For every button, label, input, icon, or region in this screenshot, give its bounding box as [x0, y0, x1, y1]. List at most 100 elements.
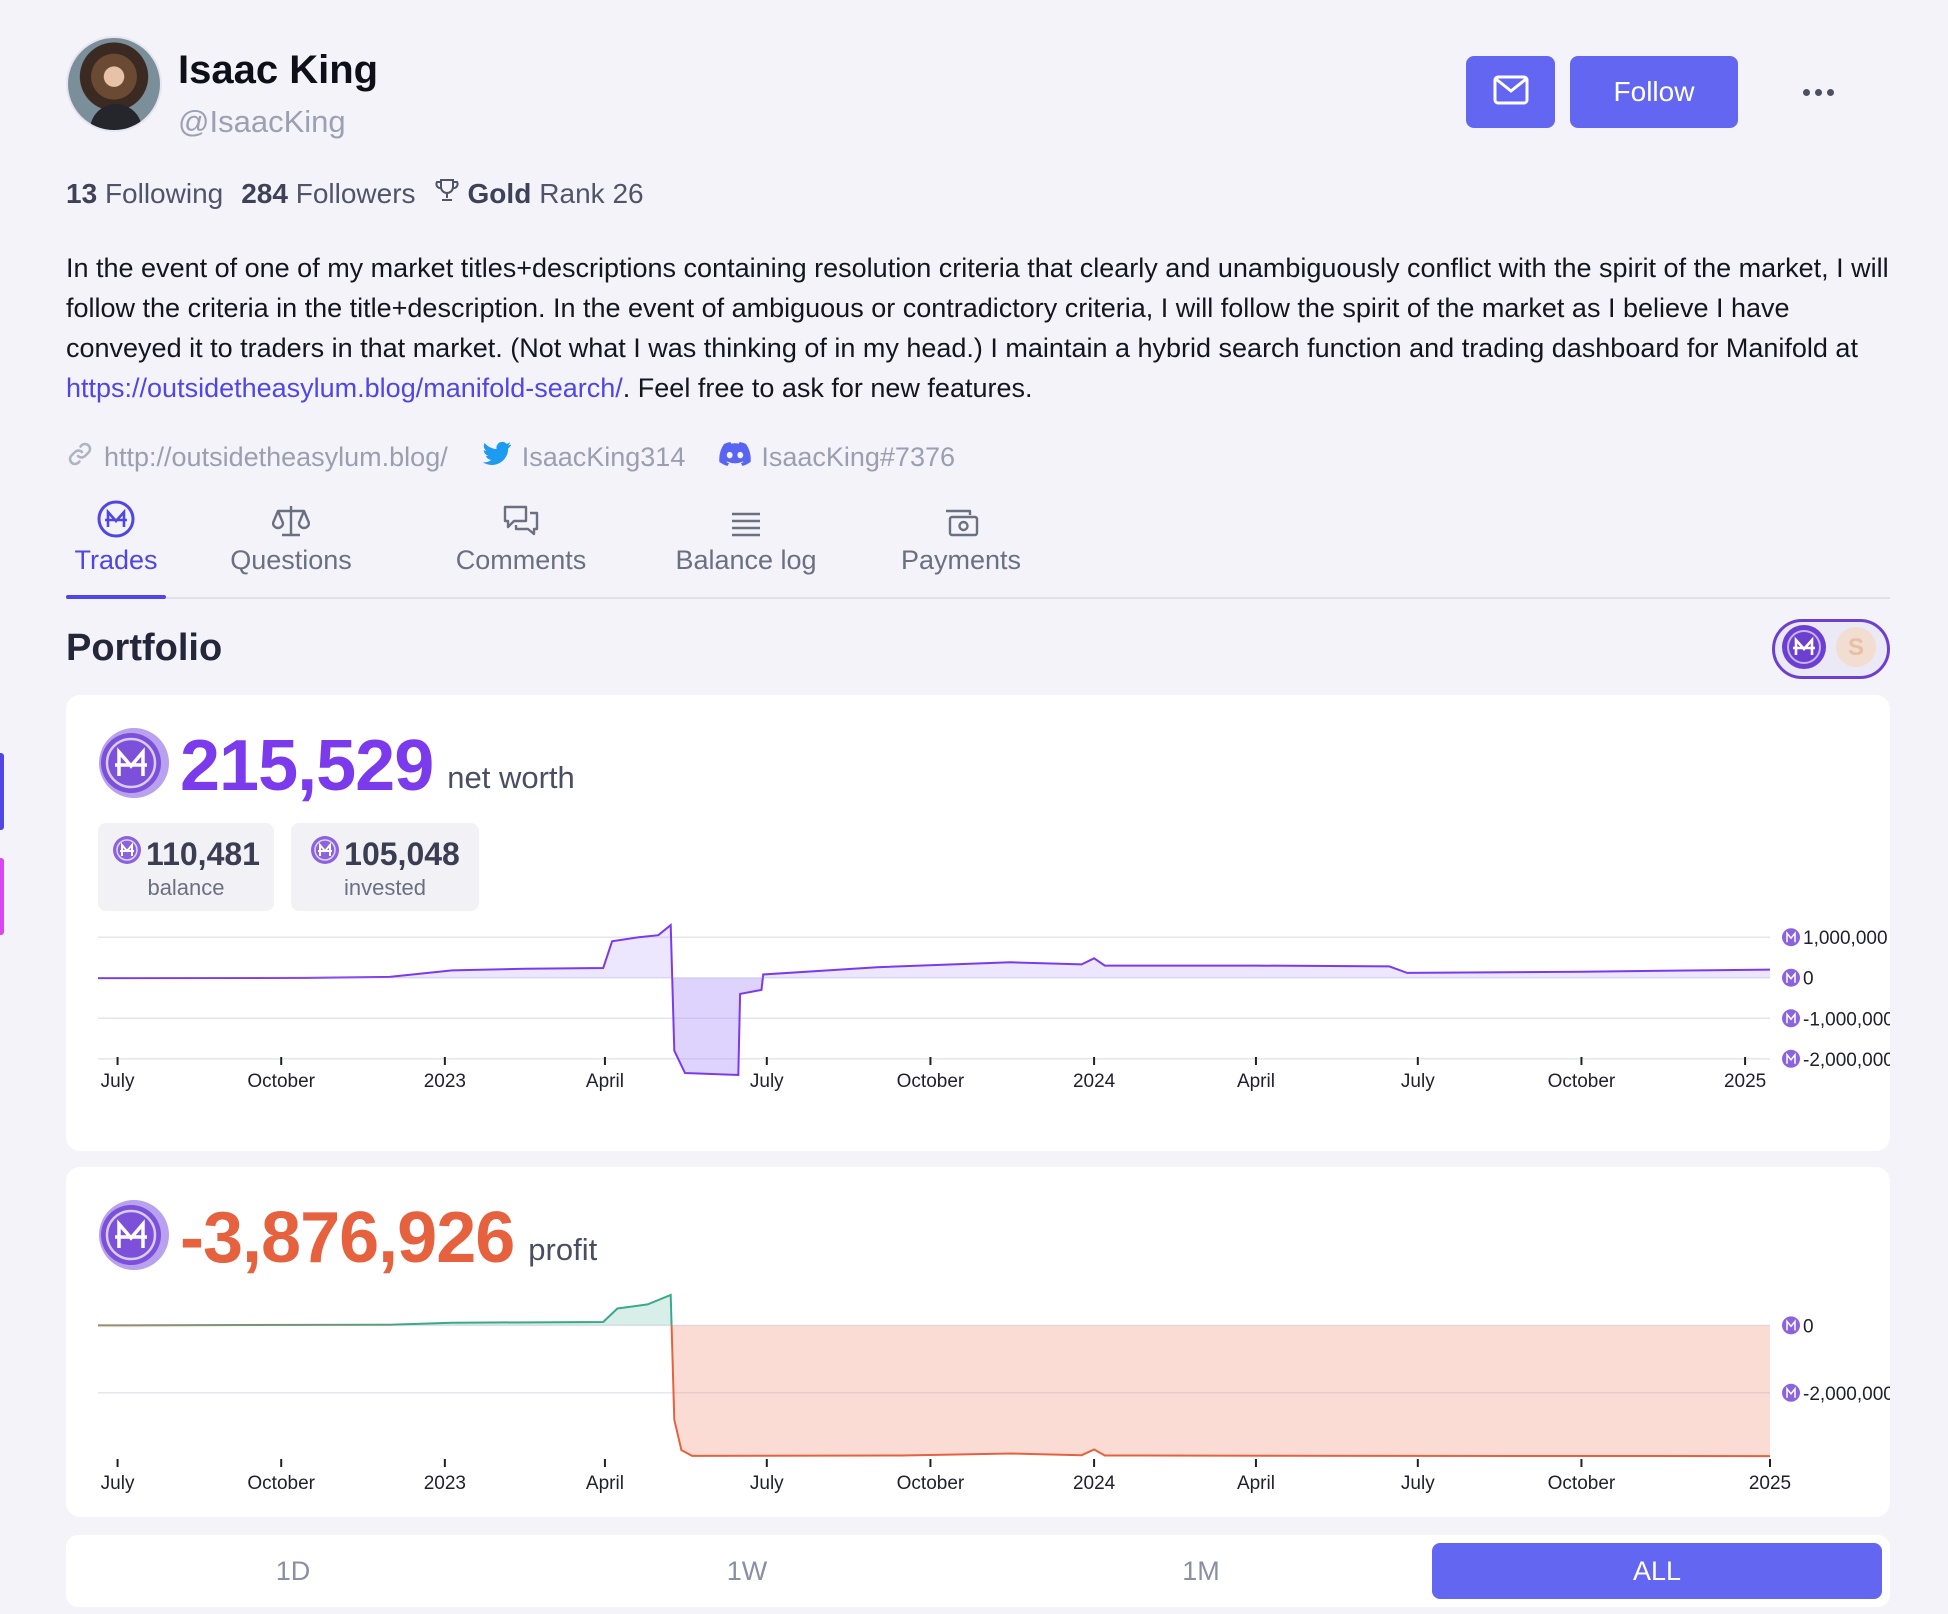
area-positive — [117, 1295, 672, 1326]
scale-icon — [272, 489, 310, 539]
y-tick-label: -2,000,000 — [1782, 1049, 1890, 1071]
area-negative — [98, 1325, 1770, 1457]
tab-questions[interactable]: Questions — [226, 489, 356, 576]
x-tick-label: July — [750, 1473, 784, 1494]
x-tick-label: October — [247, 1473, 315, 1494]
y-tick-text: 0 — [1803, 1316, 1814, 1337]
mana-icon — [310, 835, 340, 873]
currency-toggle[interactable]: S — [1772, 619, 1890, 679]
area-negative — [98, 977, 1770, 1075]
y-tick-text: 0 — [1803, 969, 1814, 990]
website-link[interactable]: http://outsidetheasylum.blog/ — [66, 440, 448, 475]
net-worth-summary: 215,529 net worth — [98, 727, 575, 804]
range-1w-button[interactable]: 1W — [726, 1555, 768, 1586]
x-tick-label: April — [1237, 1473, 1275, 1494]
series-line-positive — [97, 923, 1771, 978]
range-all-button[interactable]: ALL — [1432, 1543, 1882, 1599]
invested-box: 105,048 invested — [291, 823, 479, 911]
series-line-positive — [97, 1293, 673, 1326]
mana-icon — [1781, 624, 1827, 675]
y-tick-text: -2,000,000 — [1803, 1050, 1890, 1071]
profit-chart[interactable]: 0 -2,000,000 July October 2023 April July Octob… — [66, 1167, 1890, 1517]
y-tick-label: 0 — [1782, 968, 1814, 990]
balance-value: 110,481 — [146, 835, 260, 872]
display-name: Isaac King — [178, 48, 379, 92]
discord-link[interactable]: IsaacKing#7376 — [719, 442, 955, 473]
x-tick-label: 2025 — [1724, 1071, 1766, 1092]
x-tick-label: April — [586, 1071, 624, 1092]
time-range-selector: 1D 1W 1M ALL — [66, 1535, 1890, 1607]
profile-header: Isaac King @IsaacKing Follow — [66, 34, 1890, 144]
chat-bubbles-icon — [502, 489, 540, 539]
following-stat[interactable]: 13 Following — [66, 178, 224, 209]
y-tick-label: 1,000,000 — [1782, 928, 1888, 949]
profit-label: profit — [528, 1232, 598, 1267]
x-tick-label: April — [1237, 1071, 1275, 1092]
x-tick-label: July — [1401, 1071, 1435, 1092]
y-tick-label: -1,000,000 — [1782, 1009, 1890, 1030]
x-tick-label: 2024 — [1073, 1071, 1116, 1092]
x-tick-label: 2023 — [424, 1473, 466, 1494]
rank-number: Rank 26 — [539, 178, 644, 209]
invested-label: invested — [344, 875, 426, 900]
cash-icon — [942, 489, 980, 539]
side-accent-blue — [0, 753, 4, 830]
invested-value: 105,048 — [344, 835, 460, 872]
y-tick-text: -2,000,000 — [1803, 1384, 1890, 1405]
x-tick-label: July — [1401, 1473, 1435, 1494]
more-options-icon[interactable] — [1796, 70, 1840, 114]
username-handle: @IsaacKing — [178, 104, 346, 139]
net-worth-label: net worth — [447, 760, 575, 795]
y-tick-label: -2,000,000 — [1782, 1383, 1890, 1405]
side-accent-pink — [0, 858, 4, 935]
range-1m-button[interactable]: 1M — [1182, 1555, 1220, 1586]
x-tick-label: October — [897, 1071, 965, 1092]
profit-card: -3,876,926 profit 0 -2,000,000 July October… — [66, 1167, 1890, 1517]
series-line-negative — [97, 977, 764, 1077]
follow-button[interactable]: Follow — [1570, 56, 1738, 128]
x-tick-label: 2025 — [1749, 1473, 1791, 1494]
twitter-icon — [482, 441, 512, 474]
x-tick-label: July — [750, 1071, 784, 1092]
y-tick-label: 0 — [1782, 1316, 1814, 1337]
discord-icon — [719, 442, 752, 473]
followers-stat[interactable]: 284 Followers — [241, 178, 416, 209]
active-tab-indicator — [66, 595, 166, 599]
x-tick-label: April — [586, 1473, 624, 1494]
series-line-negative — [97, 1325, 1771, 1458]
twitter-link[interactable]: IsaacKing314 — [482, 441, 685, 474]
area-positive — [319, 925, 1770, 978]
balance-box: 110,481 balance — [98, 823, 274, 911]
tab-payments[interactable]: Payments — [886, 489, 1036, 576]
league-rank[interactable]: Gold Rank 26 — [434, 178, 644, 210]
tab-trades[interactable]: Trades — [66, 489, 166, 576]
mail-icon — [1493, 75, 1529, 110]
x-tick-label: 2023 — [424, 1071, 466, 1092]
list-lines-icon — [729, 489, 763, 539]
x-tick-label: July — [101, 1071, 135, 1092]
svg-text:S: S — [1848, 634, 1864, 661]
y-tick-text: -1,000,000 — [1803, 1009, 1890, 1030]
profile-stats: 13 Following 284 Followers Gold Rank 26 — [66, 178, 1890, 210]
mana-icon — [112, 835, 142, 873]
link-icon — [66, 440, 94, 475]
x-tick-label: July — [101, 1473, 135, 1494]
sweepcash-icon: S — [1833, 624, 1879, 675]
rank-tier: Gold — [467, 178, 532, 209]
message-button[interactable] — [1466, 56, 1555, 128]
bio: In the event of one of my market titles+… — [66, 253, 1889, 403]
tab-comments[interactable]: Comments — [446, 489, 596, 576]
net-worth-card: 215,529 net worth 110,481 balance 105,04… — [66, 695, 1890, 1151]
range-1d-button[interactable]: 1D — [275, 1555, 311, 1586]
x-tick-label: October — [897, 1473, 965, 1494]
tab-balance-log[interactable]: Balance log — [666, 489, 826, 576]
x-tick-label: October — [1548, 1071, 1616, 1092]
profile-tabs: Trades Questions Comments Balance log Pa… — [66, 489, 1890, 599]
portfolio-header: Portfolio S — [66, 599, 1890, 695]
y-tick-text: 1,000,000 — [1803, 928, 1888, 949]
net-worth-chart[interactable]: 1,000,000 0 -1,000,000 -2,000,000 July Octobe… — [66, 695, 1890, 1151]
avatar[interactable] — [66, 36, 162, 132]
bio-link[interactable]: https://outsidetheasylum.blog/manifold-s… — [66, 373, 623, 403]
x-tick-label: October — [247, 1071, 315, 1092]
trophy-icon — [434, 178, 460, 210]
